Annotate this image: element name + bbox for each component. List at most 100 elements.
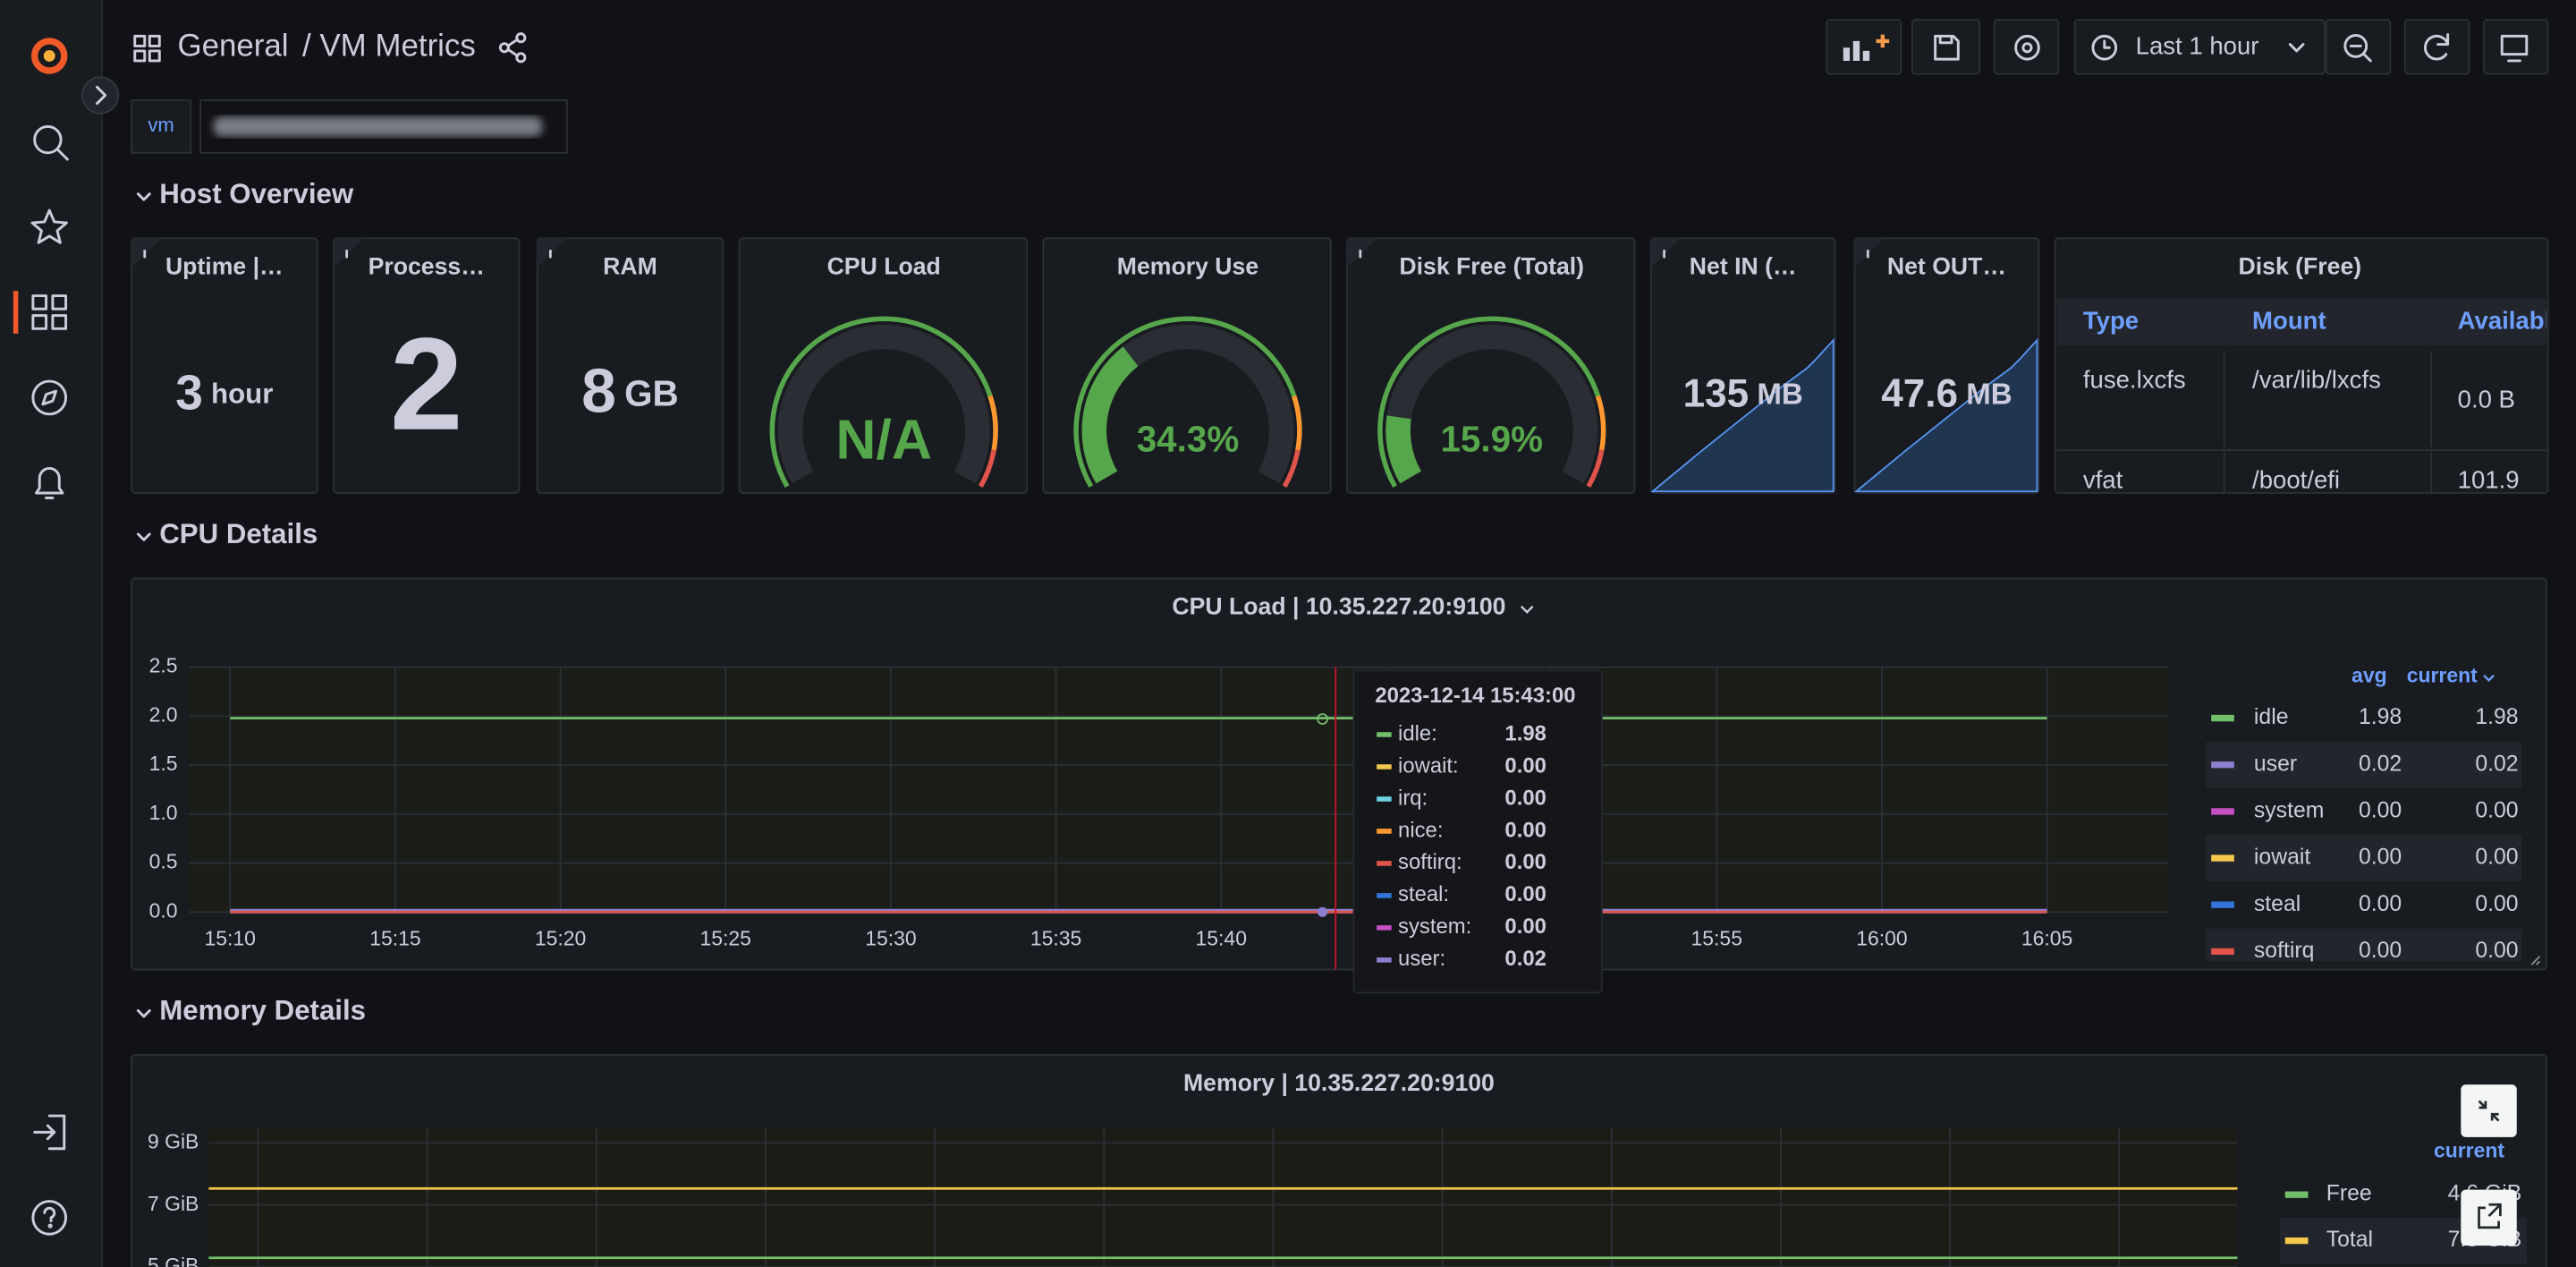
time-range[interactable]: Last 1 hour	[2136, 32, 2259, 60]
time-picker[interactable]	[2073, 19, 2326, 75]
x-tick-label: 16:00	[1856, 927, 1907, 950]
gauge-threshold	[1586, 449, 1605, 489]
legend-name[interactable]: idle	[2254, 705, 2289, 729]
collapse-button[interactable]	[2461, 1084, 2517, 1137]
refresh-button[interactable]	[2403, 19, 2470, 75]
grafana-logo[interactable]	[31, 38, 68, 74]
column-header: Mount	[2252, 306, 2326, 334]
settings-button[interactable]	[1993, 19, 2060, 75]
tooltip-value: 0.00	[1504, 753, 1546, 778]
zoom-out-button[interactable]	[2325, 19, 2392, 75]
legend-row-bg	[2206, 742, 2522, 788]
stat-value: 2	[390, 311, 463, 458]
plot-area	[208, 1127, 2238, 1267]
resize-handle	[2530, 956, 2541, 965]
sparkline	[1650, 337, 1835, 493]
save-button[interactable]	[1911, 19, 1981, 75]
dashboard-title: / VM Metrics	[302, 28, 476, 63]
panel	[131, 237, 318, 494]
tv-mode-button[interactable]	[2483, 19, 2549, 75]
alerting-icon[interactable]	[35, 467, 64, 499]
panel-title: Memory | 10.35.227.20:9100	[1183, 1069, 1495, 1096]
help-icon[interactable]	[31, 1200, 68, 1236]
sign-in-icon[interactable]	[33, 1114, 66, 1151]
y-tick-label: 7 GiB	[148, 1192, 199, 1215]
stat-value: 135 MB	[1683, 371, 1803, 415]
legend-header: current	[2434, 1139, 2504, 1162]
table-cell: 0.0 B	[2458, 385, 2515, 412]
y-tick-label: 1.0	[149, 801, 178, 824]
legend-name[interactable]: Total	[2326, 1228, 2373, 1252]
gauge-threshold	[1377, 316, 1601, 488]
search-icon[interactable]	[33, 124, 69, 161]
stat-value: 8 GB	[581, 356, 679, 426]
legend-name[interactable]: softirq	[2254, 939, 2314, 963]
info-corner	[333, 238, 364, 268]
gauge-threshold	[1282, 449, 1301, 489]
column-header: Available	[2458, 306, 2565, 334]
plot-area	[189, 667, 2169, 913]
legend: idle 1.98 1.98 user 0.02 0.02 system 0.00 0.00 io…	[2206, 705, 2522, 963]
stat-value: 3 hour	[175, 364, 273, 420]
legend-name[interactable]: steal	[2254, 892, 2301, 916]
legend-avg: 0.00	[2359, 798, 2402, 822]
panel-title: Disk (Free)	[2239, 252, 2362, 279]
row-title[interactable]: Host Overview	[159, 178, 354, 209]
panel-title: Disk Free (Total)	[1399, 252, 1584, 279]
table: Type Mount Available fuse.lxcfs/var/lib/lxc…	[2056, 299, 2565, 493]
y-tick-label: 1.5	[149, 752, 178, 775]
breadcrumb-folder[interactable]: General	[177, 28, 288, 63]
y-tick-label: 0.5	[149, 850, 178, 873]
legend-avg: 0.00	[2359, 892, 2402, 916]
x-tick-label: 15:40	[1196, 927, 1247, 950]
x-tick-label: 15:25	[700, 927, 751, 950]
explore-icon[interactable]	[31, 379, 68, 416]
tooltip-name: idle:	[1398, 721, 1437, 745]
tooltip	[1352, 669, 1603, 994]
panel	[738, 237, 1028, 494]
legend-avg: 0.00	[2359, 846, 2402, 870]
table-cell: /boot/efi	[2252, 465, 2340, 493]
active-indicator	[13, 291, 19, 334]
add-panel-button[interactable]	[1826, 19, 1902, 75]
open-external-button[interactable]	[2461, 1189, 2517, 1246]
sort-chevron	[2483, 674, 2495, 683]
legend-current: 0.02	[2475, 752, 2518, 776]
tooltip-value: 0.02	[1504, 947, 1546, 971]
starred-icon[interactable]	[30, 208, 68, 244]
legend-current: 0.00	[2475, 939, 2518, 963]
legend-name[interactable]: Free	[2326, 1182, 2372, 1206]
gauge-label: 15.9%	[1440, 419, 1543, 460]
dashboards-icon[interactable]	[31, 294, 68, 330]
legend-name[interactable]: system	[2254, 798, 2324, 822]
external-icon	[2478, 1203, 2502, 1229]
tooltip-name: nice:	[1398, 818, 1443, 842]
tooltip-value: 0.00	[1504, 882, 1546, 906]
variable-label-box	[131, 99, 192, 154]
sparkline	[1853, 337, 2038, 493]
variable-value-select[interactable]	[199, 99, 568, 154]
panel	[1042, 237, 1332, 494]
panel-title: Process…	[369, 252, 485, 279]
legend-name[interactable]: user	[2254, 752, 2297, 776]
sidebar-toggle[interactable]	[81, 76, 120, 115]
tooltip-value: 0.00	[1504, 786, 1546, 810]
row-title[interactable]: Memory Details	[159, 995, 366, 1026]
legend-name[interactable]: iowait	[2254, 846, 2310, 870]
collapse-icon	[2478, 1100, 2500, 1122]
stat-number: 2	[390, 311, 463, 458]
legend-avg: 0.02	[2359, 752, 2402, 776]
legend-current: 1.98	[2475, 705, 2518, 729]
panel-title: Memory Use	[1117, 252, 1258, 279]
sidebar	[0, 0, 102, 1267]
share-icon[interactable]	[498, 32, 527, 64]
tooltip-value: 0.00	[1504, 818, 1546, 842]
stat-value: 47.6 MB	[1881, 371, 2012, 415]
table-cell: fuse.lxcfs	[2083, 365, 2186, 393]
legend-row-bg	[2206, 928, 2522, 962]
row-title[interactable]: CPU Details	[159, 518, 318, 549]
tooltip-value: 0.00	[1504, 850, 1546, 874]
column-header: Type	[2083, 306, 2139, 334]
x-tick-label: 15:20	[535, 927, 586, 950]
